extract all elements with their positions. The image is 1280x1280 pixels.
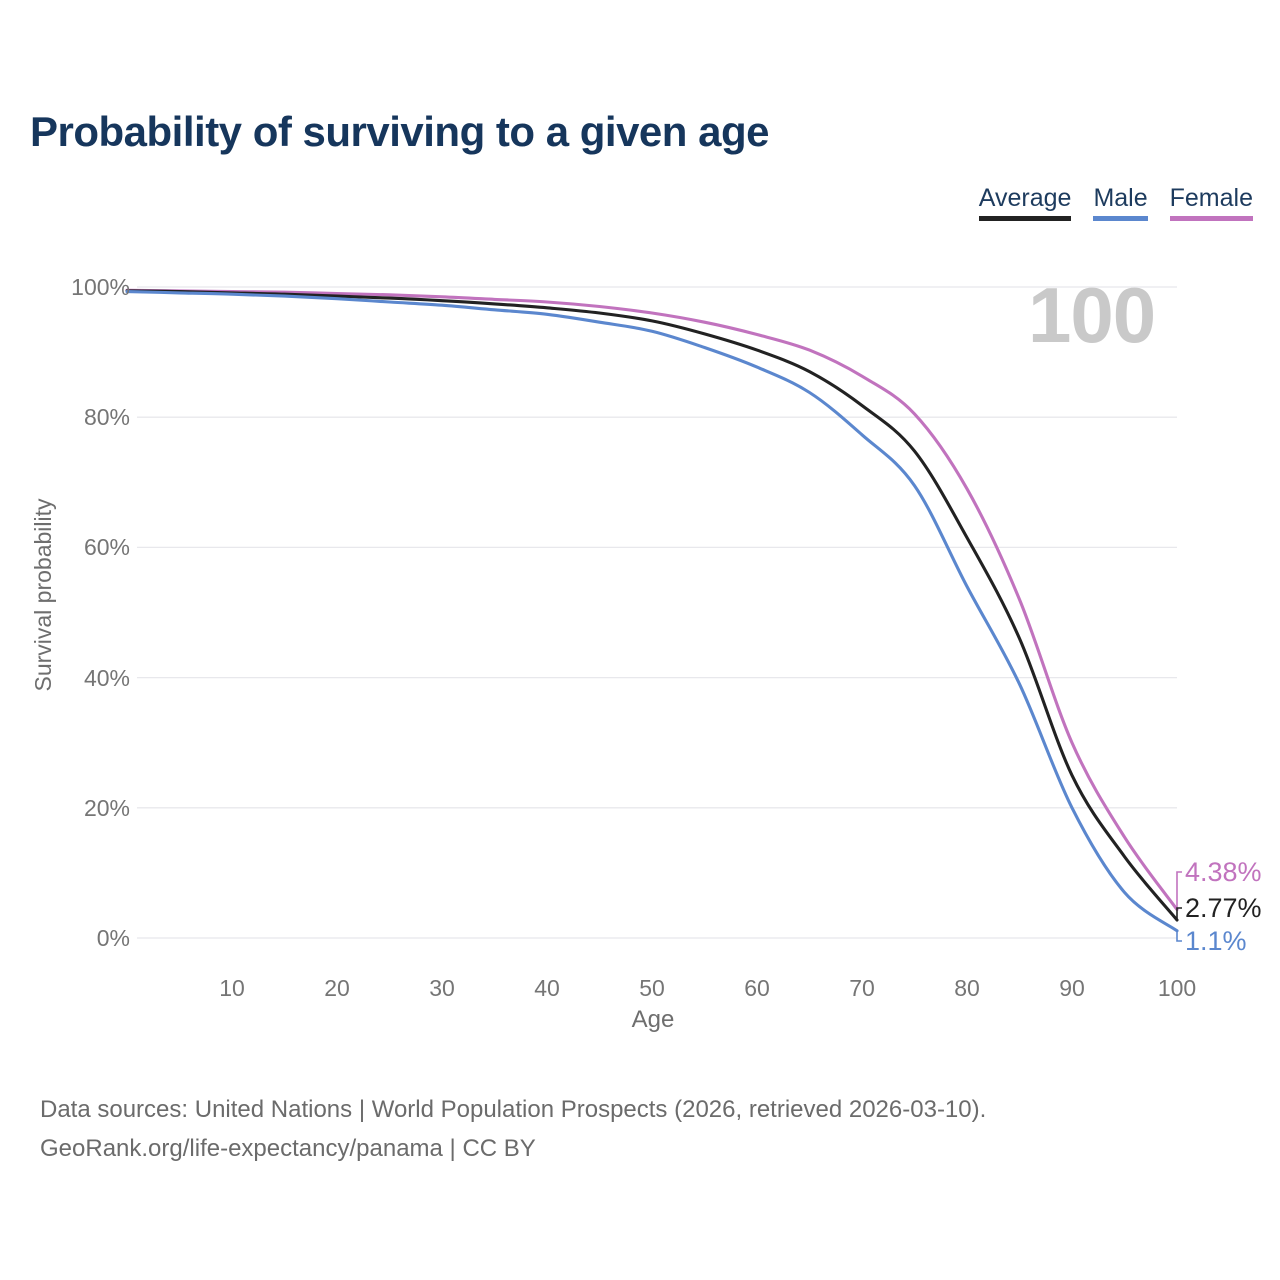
x-tick-80: 80: [954, 975, 980, 1001]
y-tick-40%: 40%: [83, 664, 130, 691]
footer-attribution: Data sources: United Nations | World Pop…: [40, 1090, 986, 1168]
end-value-label-average: 2.77%: [1185, 893, 1262, 923]
y-tick-60%: 60%: [83, 534, 130, 561]
x-axis-title: Age: [631, 1006, 675, 1033]
y-tick-80%: 80%: [83, 404, 130, 431]
x-tick-100: 100: [1157, 975, 1197, 1001]
end-label-connector-average: [1176, 907, 1182, 920]
end-value-label-female: 4.38%: [1185, 857, 1262, 887]
x-tick-30: 30: [429, 975, 455, 1001]
legend: Average Male Female: [978, 184, 1253, 221]
y-tick-100%: 100%: [71, 274, 130, 300]
x-tick-40: 40: [534, 975, 560, 1001]
x-tick-70: 70: [849, 975, 875, 1001]
footer-line-license: GeoRank.org/life-expectancy/panama | CC …: [40, 1135, 536, 1162]
x-tick-20: 20: [324, 975, 350, 1001]
x-tick-90: 90: [1059, 975, 1085, 1001]
end-label-connector-female: [1176, 871, 1182, 910]
legend-item-average[interactable]: Average: [978, 184, 1072, 221]
series-line-male: [125, 290, 1179, 933]
footer-line-datasources: Data sources: United Nations | World Pop…: [40, 1096, 987, 1123]
series-line-female: [125, 288, 1179, 912]
end-label-connector-male: [1176, 930, 1182, 942]
series-line-average: [125, 289, 1179, 922]
x-tick-60: 60: [744, 975, 770, 1001]
y-tick-0%: 0%: [96, 925, 130, 951]
age-watermark: 100: [1028, 271, 1156, 359]
chart-title: Probability of surviving to a given age: [30, 108, 769, 155]
end-value-label-male: 1.1%: [1185, 926, 1247, 956]
y-axis-title: Survival probability: [30, 498, 56, 692]
x-tick-50: 50: [639, 975, 665, 1001]
x-tick-10: 10: [219, 975, 245, 1001]
y-tick-20%: 20%: [83, 794, 130, 821]
legend-item-male[interactable]: Male: [1093, 184, 1148, 221]
legend-item-female[interactable]: Female: [1169, 184, 1253, 221]
